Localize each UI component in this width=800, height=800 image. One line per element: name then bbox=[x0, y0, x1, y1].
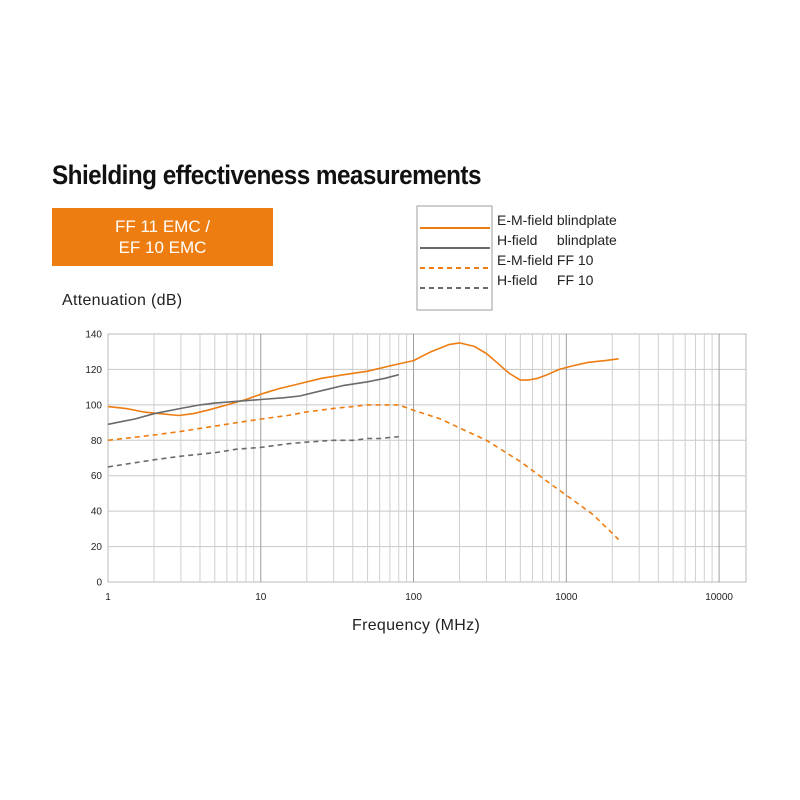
y-tick-label: 120 bbox=[85, 365, 102, 376]
x-axis-label: Frequency (MHz) bbox=[352, 617, 481, 634]
y-tick-label: 20 bbox=[91, 542, 103, 553]
badge-line-1: FF 11 EMC / bbox=[114, 217, 211, 236]
x-tick-label: 1 bbox=[105, 592, 111, 603]
x-tick-label: 1000 bbox=[555, 592, 578, 603]
y-axis-label: Attenuation (dB) bbox=[62, 292, 183, 309]
y-tick-label: 40 bbox=[91, 507, 103, 518]
series-line-3 bbox=[107, 404, 620, 541]
legend-box bbox=[416, 205, 493, 311]
chart-title: Shielding effectiveness measurements bbox=[52, 160, 481, 190]
x-tick-label: 10000 bbox=[705, 592, 733, 603]
series-line-4 bbox=[107, 435, 399, 468]
y-tick-label: 100 bbox=[85, 400, 102, 411]
series-line-2 bbox=[107, 373, 399, 426]
plot-frame bbox=[107, 333, 747, 583]
legend-label: H-field blindplate bbox=[497, 232, 617, 248]
y-tick-label: 0 bbox=[96, 578, 102, 589]
x-tick-label: 10 bbox=[255, 592, 267, 603]
series-line-1 bbox=[107, 342, 619, 417]
legend-label: E-M-field FF 10 bbox=[497, 252, 594, 268]
legend-label: E-M-field blindplate bbox=[497, 212, 617, 228]
badge-line-2: EF 10 EMC bbox=[118, 238, 207, 257]
y-tick-label: 140 bbox=[85, 330, 102, 341]
y-tick-label: 60 bbox=[91, 471, 103, 482]
y-tick-label: 80 bbox=[91, 436, 103, 447]
legend-label: H-field FF 10 bbox=[497, 272, 594, 288]
product-badge: FF 11 EMC / EF 10 EMC bbox=[52, 208, 273, 266]
x-tick-label: 100 bbox=[405, 592, 422, 603]
